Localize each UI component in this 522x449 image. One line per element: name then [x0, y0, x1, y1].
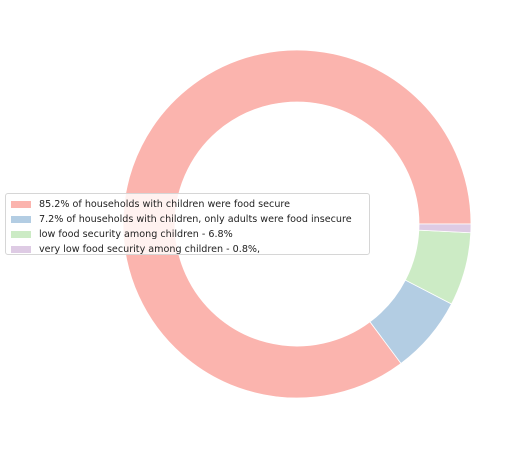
slice-very-low-security: [418, 223, 472, 234]
legend-swatch-very-low-security: [11, 246, 31, 253]
legend: 85.2% of households with children were f…: [5, 193, 370, 255]
legend-swatch-food-secure: [11, 201, 31, 208]
legend-label: 7.2% of households with children, only a…: [39, 214, 352, 225]
legend-label: low food security among children - 6.8%: [39, 229, 233, 240]
legend-item: 85.2% of households with children were f…: [11, 197, 369, 212]
legend-swatch-low-security: [11, 231, 31, 238]
legend-label: very low food security among children - …: [39, 244, 261, 255]
legend-item: low food security among children - 6.8%: [11, 227, 369, 242]
legend-item: 7.2% of households with children, only a…: [11, 212, 369, 227]
legend-swatch-adults-insecure: [11, 216, 31, 223]
legend-label: 85.2% of households with children were f…: [39, 199, 291, 210]
slice-food-secure: [122, 49, 472, 399]
legend-item: very low food security among children - …: [11, 242, 369, 257]
